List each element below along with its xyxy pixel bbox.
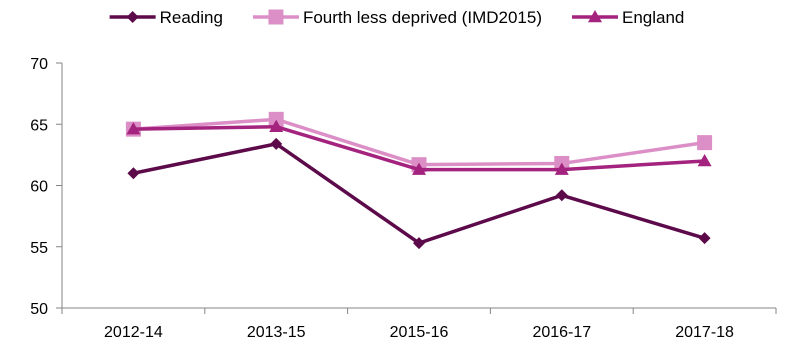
data-point	[412, 162, 426, 175]
legend-marker	[126, 11, 139, 23]
axes: 50 55 60 65 70 2012-14 2013-15 2015-16 2016-17 20…	[30, 56, 777, 341]
legend-item: England	[571, 8, 684, 27]
series-reading	[127, 137, 711, 250]
data-point	[697, 154, 712, 167]
data-point	[554, 162, 569, 175]
data-point	[697, 135, 713, 151]
legend-label: Fourth less deprived (IMD2015)	[303, 8, 542, 27]
x-tick-label: 2016-17	[532, 324, 591, 341]
legend-item: Fourth less deprived (IMD2015)	[252, 8, 542, 27]
legend-marker	[587, 10, 602, 23]
legend-item: Reading	[109, 8, 223, 27]
x-tick-label: 2015-16	[390, 324, 449, 341]
data-point	[555, 189, 568, 202]
series-layer	[125, 111, 713, 250]
x-tick-label: 2013-15	[247, 324, 306, 341]
data-point	[698, 232, 711, 245]
legend-label: England	[622, 8, 684, 27]
y-tick-label: 60	[30, 179, 48, 196]
legend-label: Reading	[160, 8, 223, 27]
data-point	[413, 237, 425, 250]
data-point	[126, 122, 141, 135]
series-england	[126, 119, 712, 175]
data-point	[268, 111, 284, 127]
data-point	[270, 137, 283, 150]
legend: Reading Fourth less deprived (IMD2015) Eng…	[109, 8, 684, 27]
y-tick-label: 70	[30, 56, 48, 73]
y-tick-label: 65	[30, 117, 48, 134]
legend-marker	[268, 9, 284, 25]
y-tick-label: 50	[30, 301, 48, 318]
data-point	[127, 167, 140, 180]
data-point	[269, 119, 284, 132]
y-tick-label: 55	[30, 240, 48, 257]
x-tick-label: 2017-18	[675, 324, 734, 341]
x-tick-label: 2012-14	[104, 324, 163, 341]
